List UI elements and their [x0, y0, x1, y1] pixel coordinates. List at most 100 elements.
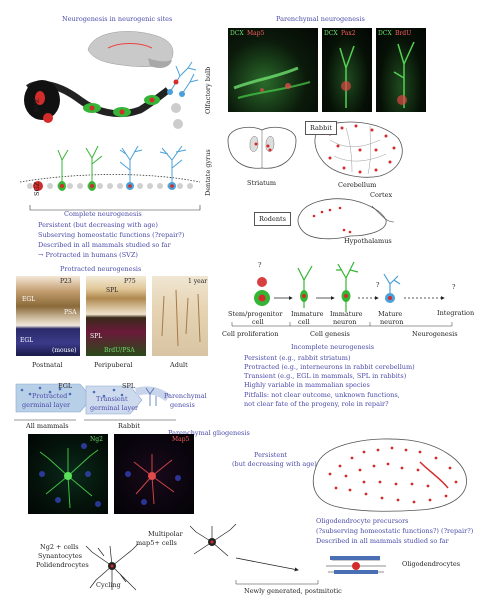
ng2-cells-2: Synantocytes [38, 552, 83, 560]
glia-persistent-1: Persistent [254, 451, 288, 459]
newly-generated-label: Newly generated, postmitotic [244, 587, 342, 595]
dcx-pax2-micrograph: DCX Pax2 [322, 28, 372, 112]
cerebellum-label: Cerebellum [338, 181, 377, 189]
glia-brain-illustration [312, 438, 467, 512]
complete-neurogenesis-label: Complete neurogenesis [64, 210, 142, 218]
gliogenesis-title: Parenchymal gliogenesis [168, 429, 250, 437]
postnatal-label: Postnatal [32, 361, 63, 369]
mature-neuron-label-2: neuron [380, 318, 404, 326]
panel1-label-map5: Map5 [247, 30, 265, 37]
psa-label: PSA [64, 309, 77, 316]
brdu-psa-label: BrdU/PSA [104, 347, 135, 354]
stem-label-2: cell [252, 318, 264, 326]
olfactory-bulb-label: Olfactory bulb [204, 66, 212, 114]
rabbit-striatum-illustration [227, 126, 297, 169]
incomplete-prop-3: Transient (e.g., EGL in mammals, SPL in … [244, 372, 407, 380]
adult-label: Adult [170, 361, 188, 369]
protracted-germinal-1: Protracted [32, 392, 68, 400]
incomplete-prop-6: not clear fate of the progeny, role in r… [244, 400, 389, 408]
glia-persistent-2: (but decreasing with age) [232, 460, 317, 468]
p75-label: P75 [124, 278, 136, 285]
dcx-map5-micrograph: DCX Map5 [228, 28, 318, 112]
neurogenic-prop-1: Persistent (but decreasing with age) [38, 221, 158, 229]
transient-germinal-2: germinal layer [90, 404, 139, 412]
integration-label: Integration [437, 309, 475, 317]
ng2-label: Ng2 [90, 436, 103, 443]
cycling-label: Cycling [96, 581, 121, 589]
neurogenesis-label: Neurogenesis [412, 330, 458, 338]
immature-cell-label-2: cell [298, 318, 310, 326]
dentate-gyrus-label: Dentate gyrus [204, 149, 212, 196]
p75-micrograph: P75 SPL SPL BrdU/PSA [86, 276, 146, 356]
one-year-label: 1 year [188, 278, 208, 285]
mature-neuron-label-1: Mature [378, 310, 403, 318]
parenchymal-genesis-2: genesis [170, 401, 195, 409]
map5-micrograph: Map5 [114, 434, 194, 514]
lineage-q1: ? [258, 261, 262, 269]
mouse-label: (mouse) [52, 347, 77, 354]
sgz-label: SGZ [33, 181, 41, 196]
scheme-egl-label: EGL [58, 382, 73, 390]
sgz-dentate-illustration [19, 145, 201, 191]
incomplete-prop-4: Highly variable in mammalian species [244, 381, 370, 389]
egl-label: EGL [22, 296, 36, 303]
rodent-brain-illustration [297, 198, 395, 240]
panel2-label-dcx: DCX [324, 30, 338, 37]
lineage-illustration [231, 261, 453, 327]
incomplete-prop-1: Persistent (e.g., rabbit striatum) [244, 354, 351, 362]
scheme-spl-label: SPL [122, 382, 136, 390]
incomplete-prop-2: Protracted (e.g., interneurons in rabbit… [244, 363, 415, 371]
panel1-label-dcx: DCX [230, 30, 244, 37]
p23-label: P23 [60, 278, 72, 285]
striatum-label: Striatum [247, 179, 277, 187]
cell-proliferation-label: Cell proliferation [222, 330, 279, 338]
cortex-label: Cortex [370, 191, 393, 199]
stem-label-1: Stem/progenitor [228, 310, 283, 318]
ng2-micrograph: Ng2 [28, 434, 108, 514]
sagittal-brain-illustration [87, 31, 174, 68]
rabbit-label: Rabbit [118, 422, 140, 430]
incomplete-prop-5: Pitfalls: not clear outcome, unknown fun… [244, 391, 400, 399]
lineage-q2: ? [376, 281, 380, 289]
panel3-label-brdu: BrdU [395, 30, 412, 37]
neurogenic-sites-title: Neurogenesis in neurogenic sites [62, 15, 173, 23]
rabbit-box: Rabbit [305, 121, 337, 135]
cell-genesis-label: Cell genesis [310, 330, 350, 338]
svz-label: SVZ [33, 98, 41, 112]
spl-label-2: SPL [90, 333, 103, 340]
glia-lineage-illustration [85, 523, 386, 591]
germinal-layer-scheme [14, 383, 176, 421]
protracted-germinal-2: germinal layer [22, 401, 71, 409]
multipolar-2: map5+ cells [136, 539, 177, 547]
oligodendrocytes-label: Oligodendrocytes [402, 560, 461, 568]
peripuberal-label: Peripuberal [94, 361, 133, 369]
immature-neuron-label-1: Immature [330, 310, 363, 318]
p23-micrograph: P23 EGL PSA EGL (mouse) [16, 276, 80, 356]
all-mammals-label: All mammals [26, 422, 69, 430]
complete-bracket [29, 205, 201, 211]
map5-label: Map5 [172, 436, 190, 443]
protracted-title: Protracted neurogenesis [60, 265, 142, 273]
spl-label: SPL [106, 287, 119, 294]
immature-neuron-label-2: neuron [333, 318, 357, 326]
opc-3: Described in all mammals studied so far [316, 537, 449, 545]
svz-rms-illustration [24, 61, 199, 129]
parenchymal-genesis-1: Parenchymal [164, 392, 207, 400]
ng2-cells-3: Polidendrocytes [36, 561, 89, 569]
incomplete-title: Incomplete neurogenesis [291, 343, 375, 351]
rodents-box: Rodents [254, 212, 291, 226]
opc-1: Oligodendrocyte precursors [316, 517, 409, 525]
adult-micrograph: 1 year [152, 276, 208, 356]
panel2-label-pax2: Pax2 [341, 30, 356, 37]
ng2-cells-1: Ng2 + cells [40, 543, 79, 551]
dapi-egl-label: EGL [20, 337, 34, 344]
panel3-label-dcx: DCX [378, 30, 392, 37]
neurogenic-prop-4: → Protracted in humans (SVZ) [38, 251, 138, 259]
opc-2: (?subserving homeostatic functions?) (?r… [316, 527, 474, 535]
dcx-brdu-micrograph: DCX BrdU [376, 28, 426, 112]
rabbit-cerebellum-illustration [314, 121, 403, 178]
transient-germinal-1: Transient [96, 395, 128, 403]
parenchymal-title: Parenchymal neurogenesis [276, 15, 365, 23]
lineage-q3: ? [452, 283, 456, 291]
